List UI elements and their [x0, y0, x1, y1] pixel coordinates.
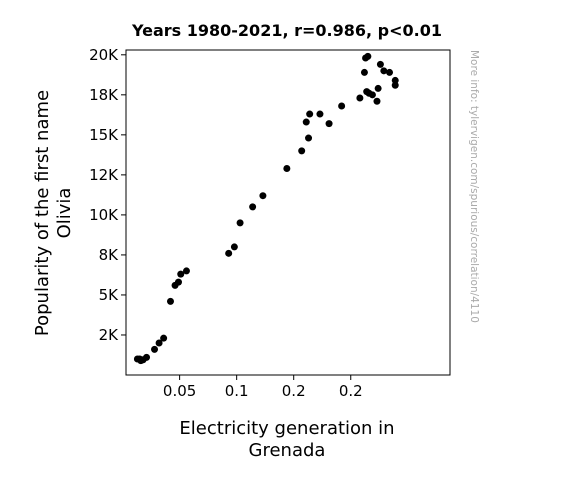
data-point: [302, 118, 310, 126]
data-point: [249, 203, 257, 211]
data-point: [298, 147, 306, 155]
data-point: [259, 192, 267, 200]
data-point: [166, 297, 174, 305]
chart-title: Years 1980-2021, r=0.986, p<0.01: [131, 21, 442, 40]
y-tick-label: 5K: [99, 286, 120, 304]
x-tick-label: 0.05: [163, 382, 196, 400]
y-tick-label: 20K: [89, 46, 119, 64]
y-tick-label: 15K: [89, 126, 119, 144]
x-axis-label-line-2: Grenada: [249, 440, 326, 461]
data-point: [391, 76, 399, 84]
data-point: [143, 353, 151, 361]
points-layer: [133, 52, 399, 365]
data-point: [316, 110, 324, 118]
y-axis-label-line-1: Popularity of the first name: [32, 90, 53, 336]
data-point: [306, 110, 314, 118]
data-point: [373, 97, 381, 105]
data-point: [325, 120, 333, 128]
data-point: [177, 270, 185, 278]
tick-layer: 0.05 0.1 0.2 0.2 2K 5K 8K 10K 12K 15K 18K 20K: [89, 46, 363, 400]
x-axis-label-line-1: Electricity generation in: [179, 418, 394, 439]
data-point: [236, 219, 244, 227]
y-tick-label: 12K: [89, 166, 119, 184]
data-point: [160, 334, 168, 342]
data-point: [230, 243, 238, 251]
data-point: [151, 345, 159, 353]
data-point: [283, 164, 291, 172]
data-point: [155, 339, 163, 347]
plot-area-frame: [125, 49, 451, 376]
x-tick-label: 0.2: [339, 382, 363, 400]
data-point: [182, 267, 190, 275]
data-point: [380, 67, 388, 75]
y-tick-label: 2K: [99, 326, 120, 344]
data-point: [225, 249, 233, 257]
x-tick-label: 0.1: [225, 382, 249, 400]
data-point: [391, 81, 399, 89]
data-point: [356, 94, 364, 102]
y-axis-label: Popularity of the first name Olivia: [32, 90, 75, 336]
y-axis-label-line-2: Olivia: [54, 188, 75, 239]
data-point: [338, 102, 346, 110]
data-point: [386, 68, 394, 76]
data-point: [368, 91, 376, 99]
data-point: [360, 68, 368, 76]
x-tick-label: 0.2: [282, 382, 306, 400]
y-tick-label: 18K: [89, 86, 119, 104]
data-point: [174, 278, 182, 286]
data-point: [364, 52, 372, 60]
data-point: [376, 60, 384, 68]
watermark: More info: tylervigen.com/spurious/corre…: [468, 50, 480, 323]
y-tick-label: 8K: [99, 246, 120, 264]
data-point: [305, 134, 313, 142]
data-point: [374, 84, 382, 92]
y-tick-label: 10K: [89, 206, 119, 224]
